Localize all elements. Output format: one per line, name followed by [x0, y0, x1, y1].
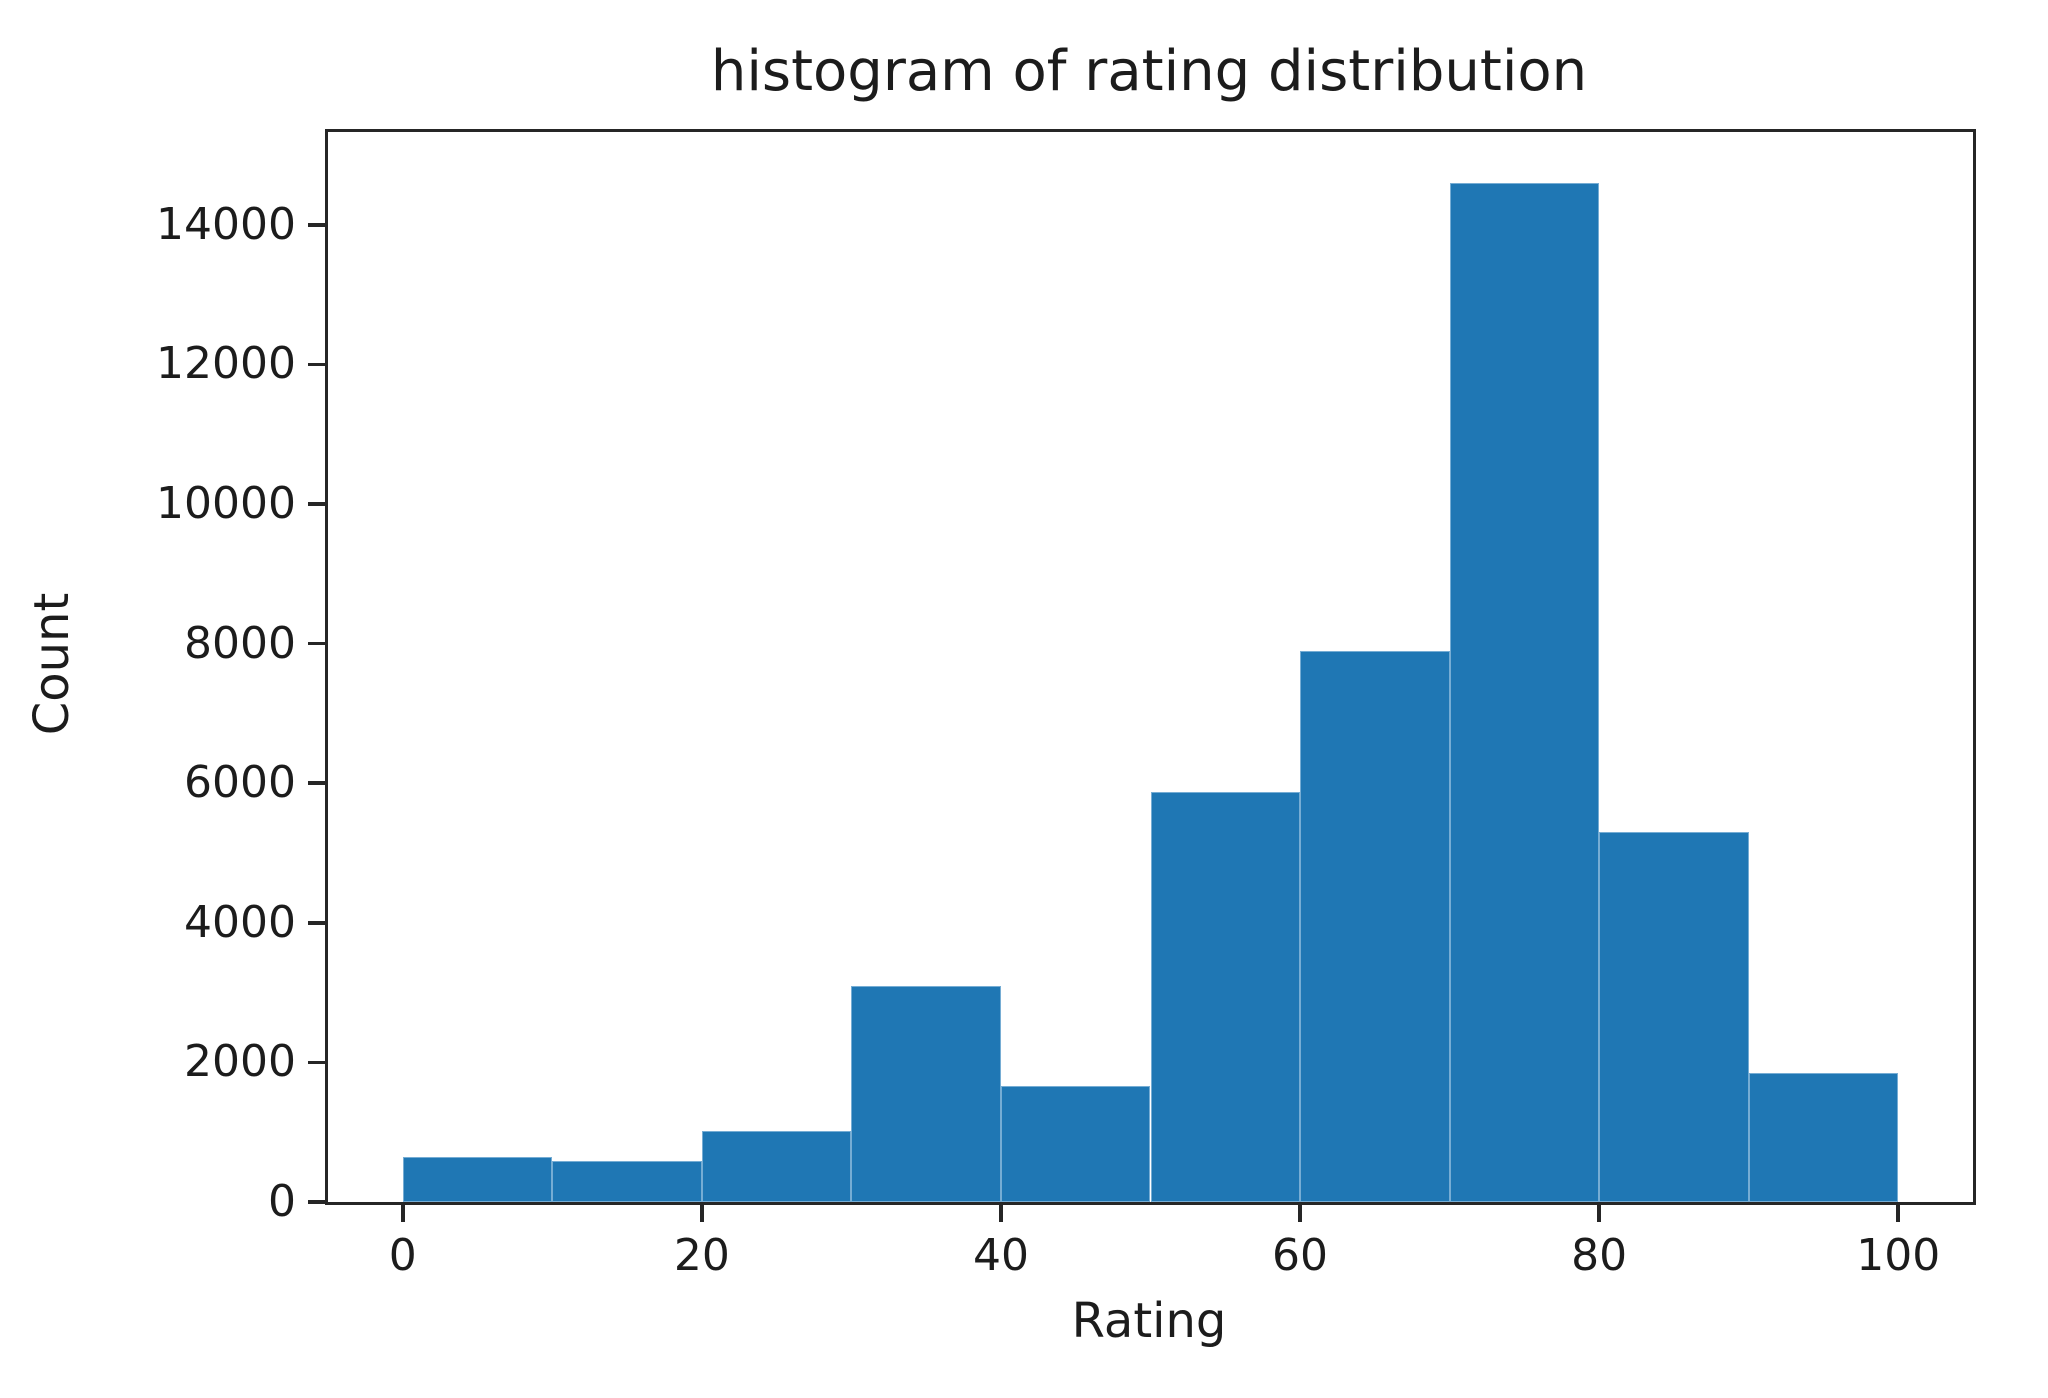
histogram-bar	[701, 1130, 852, 1202]
y-tick-label: 0	[268, 1176, 296, 1227]
x-tick-label: 40	[972, 1230, 1029, 1281]
y-tick-mark	[308, 362, 325, 367]
x-tick-mark	[700, 1205, 704, 1222]
x-tick-label: 60	[1272, 1230, 1329, 1281]
histogram-bar	[1150, 792, 1301, 1202]
x-tick-mark	[1896, 1205, 1900, 1222]
x-tick-label: 0	[388, 1230, 417, 1281]
y-axis-label: Count	[24, 592, 80, 736]
histogram-bar	[402, 1156, 553, 1202]
y-tick-mark	[308, 1200, 325, 1204]
y-tick-label: 4000	[184, 896, 296, 948]
x-axis-label: Rating	[1071, 1293, 1227, 1349]
y-tick-mark	[308, 223, 325, 227]
histogram-bar	[1599, 832, 1749, 1202]
x-tick-mark	[401, 1205, 405, 1222]
y-tick-label: 12000	[156, 338, 296, 390]
x-tick-label: 20	[673, 1230, 730, 1281]
y-tick-mark	[308, 641, 325, 646]
x-tick-mark	[999, 1205, 1003, 1222]
histogram-bar	[1300, 650, 1450, 1202]
histogram-bar	[1449, 182, 1600, 1202]
histogram-bar	[851, 985, 1001, 1202]
histogram-bar	[1000, 1086, 1151, 1202]
x-tick-label: 100	[1856, 1230, 1941, 1281]
x-tick-mark	[1298, 1205, 1302, 1222]
y-tick-mark	[308, 921, 325, 925]
y-tick-label: 8000	[184, 617, 296, 669]
y-tick-mark	[308, 1060, 325, 1065]
y-tick-label: 10000	[156, 478, 296, 530]
histogram-bar	[1748, 1072, 1899, 1202]
x-tick-mark	[1597, 1205, 1601, 1222]
plot-area: 0 2000 4000 6000 8000 10000 12000 14000 0 20 40 60 8…	[156, 129, 1976, 1278]
y-tick-label: 6000	[184, 757, 296, 809]
y-tick-label: 2000	[184, 1036, 296, 1088]
x-tick-label: 80	[1571, 1230, 1628, 1281]
chart-title: histogram of rating distribution	[710, 39, 1588, 104]
histogram-bar	[552, 1160, 702, 1202]
y-tick-mark	[308, 781, 325, 785]
y-tick-mark	[308, 502, 325, 506]
y-tick-label: 14000	[156, 198, 296, 250]
